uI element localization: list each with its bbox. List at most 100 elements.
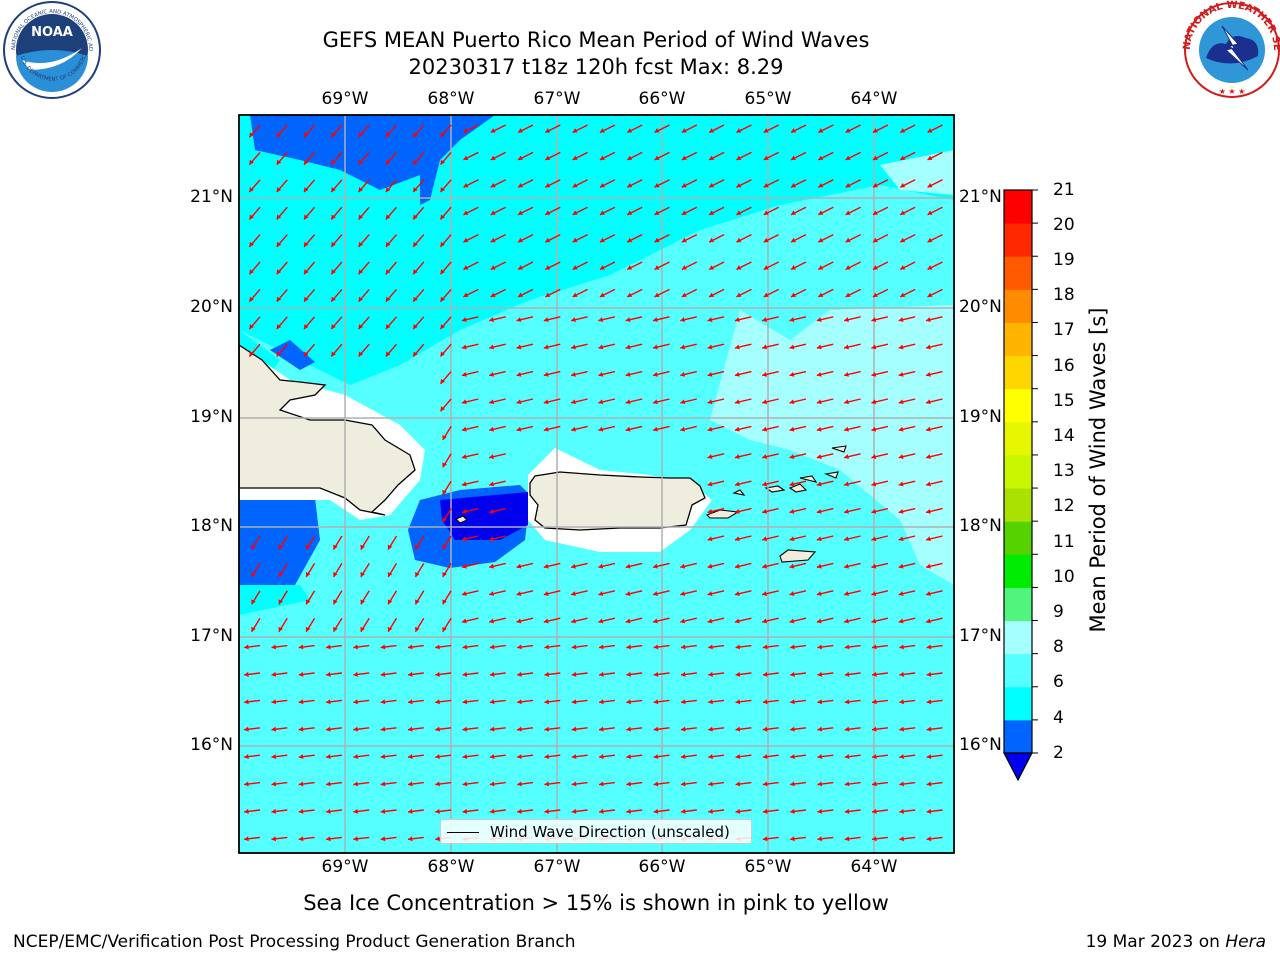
wind-wave-arrow — [489, 562, 506, 569]
wind-wave-arrow — [360, 563, 370, 578]
wind-wave-arrow — [845, 261, 861, 271]
wind-wave-arrow — [626, 124, 643, 134]
wind-wave-arrow — [463, 151, 479, 161]
wind-wave-arrow — [790, 671, 807, 677]
wind-wave-arrow — [244, 726, 261, 732]
wind-wave-arrow — [927, 179, 943, 188]
wind-wave-arrow — [303, 124, 316, 138]
wind-wave-arrow — [652, 316, 670, 322]
wind-wave-arrow — [572, 179, 588, 188]
wind-wave-arrow — [570, 562, 588, 569]
wind-wave-arrow — [330, 206, 343, 220]
colorbar-segment — [1004, 620, 1032, 655]
wind-wave-arrow — [332, 590, 343, 605]
wind-wave-arrow — [871, 370, 889, 377]
colorbar-tick-label: 16 — [1053, 356, 1075, 376]
wind-wave-arrow — [387, 590, 398, 605]
wind-wave-arrow — [762, 316, 779, 322]
wind-wave-arrow — [843, 590, 861, 596]
wind-wave-arrow — [358, 179, 370, 193]
wind-wave-arrow — [736, 233, 752, 243]
wind-wave-arrow — [516, 562, 534, 569]
wind-wave-arrow — [353, 754, 370, 760]
date-text: 19 Mar 2023 on — [1085, 932, 1220, 952]
wind-wave-arrow — [516, 316, 534, 322]
wind-wave-arrow — [407, 699, 424, 705]
wind-wave-arrow — [248, 261, 261, 275]
wind-wave-arrow — [925, 590, 943, 596]
wind-wave-arrow — [442, 508, 452, 523]
wind-wave-arrow — [845, 151, 861, 161]
wind-wave-arrow — [926, 781, 943, 787]
wind-wave-arrow — [626, 754, 643, 760]
wind-wave-arrow — [325, 699, 342, 705]
lon-label: 68°W — [427, 89, 475, 109]
colorbar-tick-label: 9 — [1053, 602, 1064, 622]
wind-wave-arrow — [926, 726, 943, 732]
wind-wave-arrow — [735, 671, 752, 677]
wind-wave-arrow — [489, 453, 506, 459]
lon-label: 69°W — [321, 857, 369, 877]
wind-wave-arrow — [544, 781, 561, 787]
wind-wave-arrow — [625, 370, 643, 377]
wind-wave-arrow — [625, 590, 643, 596]
wind-wave-arrow — [332, 563, 343, 578]
wind-wave-arrow — [244, 754, 261, 760]
date-stamp: 19 Mar 2023 on Hera — [1086, 932, 1266, 952]
wind-wave-arrow — [490, 124, 507, 134]
wind-wave-arrow — [517, 808, 534, 814]
wind-wave-arrow — [626, 233, 643, 243]
wind-wave-arrow — [439, 179, 452, 193]
wind-wave-arrow — [789, 370, 807, 377]
colorbar-tick-label: 14 — [1053, 426, 1075, 446]
lon-label: 64°W — [850, 857, 898, 877]
wind-wave-arrow — [489, 507, 506, 514]
wind-wave-arrow — [790, 206, 807, 216]
colorbar-tick-label: 17 — [1053, 320, 1075, 340]
wind-wave-arrow — [844, 671, 861, 677]
wind-wave-arrow — [899, 124, 916, 134]
wind-wave-arrow — [407, 644, 424, 650]
wind-wave-arrow — [789, 316, 807, 322]
colorbar-segment — [1004, 355, 1032, 390]
lat-label: 19°N — [190, 407, 233, 427]
wind-wave-arrow — [899, 151, 916, 161]
wind-wave-arrow — [544, 808, 561, 814]
wind-wave-arrow — [762, 370, 779, 377]
wind-wave-arrow — [817, 151, 834, 161]
wind-wave-arrow — [734, 480, 752, 487]
wind-wave-arrow — [248, 288, 261, 303]
wind-wave-arrow — [244, 836, 261, 842]
colorbar-tick-label: 2 — [1053, 743, 1064, 763]
wind-wave-arrow — [762, 453, 779, 459]
wind-wave-arrow — [305, 535, 316, 550]
wind-wave-arrow — [439, 316, 452, 330]
wind-wave-arrow — [439, 234, 452, 248]
wind-wave-arrow — [844, 699, 861, 705]
wind-wave-arrow — [817, 233, 834, 243]
wind-wave-arrow — [734, 535, 752, 542]
wind-wave-arrow — [516, 343, 534, 350]
wind-wave-arrow — [925, 370, 943, 377]
wind-wave-arrow — [843, 425, 861, 432]
wind-wave-arrow — [360, 590, 370, 605]
wind-wave-arrow — [598, 699, 615, 705]
wind-wave-arrow — [654, 151, 670, 161]
legend-line-swatch — [447, 832, 479, 833]
wind-wave-arrow — [927, 233, 943, 243]
wind-wave-arrow — [899, 808, 916, 814]
wind-wave-arrow — [898, 617, 916, 624]
wind-wave-arrow — [845, 233, 861, 243]
wind-wave-arrow — [680, 617, 697, 624]
wind-wave-arrow — [708, 124, 725, 134]
wind-wave-arrow — [461, 343, 479, 350]
wind-wave-arrow — [360, 535, 370, 550]
wind-wave-arrow — [626, 288, 643, 298]
wind-wave-arrow — [652, 398, 670, 405]
wind-wave-arrow — [407, 836, 424, 842]
wind-wave-arrow — [626, 151, 643, 161]
wind-wave-arrow — [708, 288, 725, 298]
wind-wave-arrow — [734, 590, 752, 596]
wind-wave-arrow — [516, 398, 534, 405]
wind-wave-arrow — [843, 535, 861, 542]
